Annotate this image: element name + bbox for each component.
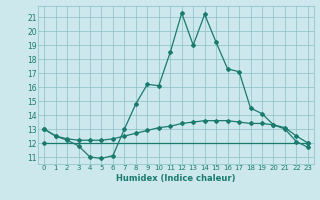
X-axis label: Humidex (Indice chaleur): Humidex (Indice chaleur): [116, 174, 236, 183]
